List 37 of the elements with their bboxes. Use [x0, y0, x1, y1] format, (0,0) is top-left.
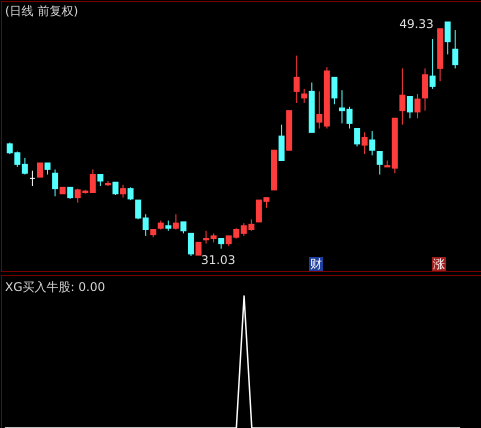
- candlestick: [301, 88, 308, 104]
- candlestick: [112, 182, 118, 196]
- candlestick: [180, 221, 186, 234]
- candlestick: [444, 22, 451, 55]
- annotation: 49.33: [399, 17, 434, 31]
- chart-title: XG买入牛股: 0.00: [5, 280, 106, 294]
- candlestick: [29, 170, 36, 187]
- candlestick: [97, 174, 104, 187]
- text: 财: [310, 257, 322, 271]
- candlestick: [399, 68, 406, 126]
- candlestick: [67, 186, 74, 200]
- candlestick: [188, 232, 194, 256]
- candlestick: [422, 68, 428, 112]
- candlestick: [196, 242, 202, 256]
- candlestick: [414, 93, 420, 119]
- chart-title: (日线 前复权): [5, 4, 78, 18]
- candlestick: [165, 220, 172, 232]
- candlestick: [120, 184, 126, 198]
- candlestick: [369, 130, 376, 156]
- candlestick: [44, 162, 51, 176]
- candlestick: [294, 55, 300, 104]
- candlestick: [74, 188, 81, 204]
- candlestick: [452, 30, 458, 69]
- text: 涨: [433, 257, 445, 271]
- candlestick: [362, 132, 368, 155]
- candlestick: [36, 162, 43, 178]
- annotation: 31.03: [200, 253, 236, 267]
- candlestick: [354, 128, 360, 147]
- candlestick: [406, 96, 413, 119]
- candlestick: [430, 38, 436, 90]
- candlestick: [226, 235, 232, 247]
- candlestick: [52, 168, 58, 197]
- candlestick: [218, 238, 224, 250]
- candlestick: [376, 151, 383, 176]
- candlestick: [331, 76, 338, 105]
- candlestick: [172, 214, 179, 230]
- candlestick: [128, 186, 134, 201]
